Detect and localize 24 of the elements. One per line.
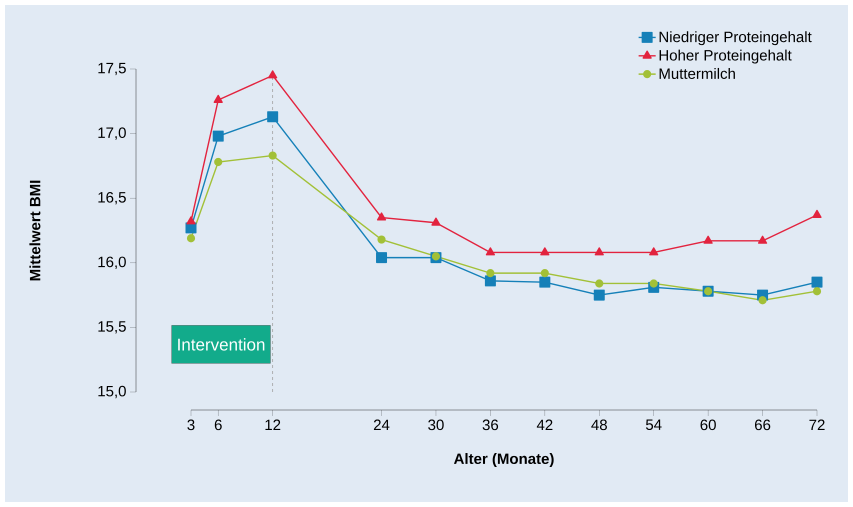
x-tick-label: 42 bbox=[536, 420, 552, 430]
x-tick-label: 36 bbox=[482, 420, 498, 430]
legend-label: Muttermilch bbox=[660, 68, 735, 79]
y-tick-label: 17,5 bbox=[98, 62, 126, 76]
y-tick-label: 15,0 bbox=[98, 386, 126, 398]
y-tick-label: 16,5 bbox=[98, 192, 126, 204]
ref-line-label: Intervention bbox=[178, 338, 264, 351]
y-tick-label: 15,5 bbox=[98, 321, 126, 334]
x-tick-label: 54 bbox=[646, 420, 662, 430]
x-axis-title: Alter (Monate) bbox=[454, 453, 554, 467]
x-tick-label: 24 bbox=[374, 420, 390, 430]
x-tick-label: 48 bbox=[591, 420, 607, 430]
y-axis-title: Mittelwert BMI bbox=[29, 180, 40, 280]
legend-label: Niedriger Proteingehalt bbox=[660, 31, 812, 46]
y-tick-label: 16,0 bbox=[98, 256, 126, 269]
x-tick-label: 3 bbox=[187, 420, 195, 430]
legend-label: Hoher Proteingehalt bbox=[660, 50, 792, 64]
x-tick-label: 60 bbox=[700, 420, 716, 430]
y-tick-label: 17,0 bbox=[98, 127, 126, 140]
x-tick-label: 12 bbox=[265, 420, 280, 430]
x-tick-label: 66 bbox=[754, 420, 770, 430]
x-tick-label: 72 bbox=[809, 420, 825, 430]
x-tick-label: 30 bbox=[428, 420, 444, 430]
x-tick-label: 6 bbox=[214, 420, 222, 430]
